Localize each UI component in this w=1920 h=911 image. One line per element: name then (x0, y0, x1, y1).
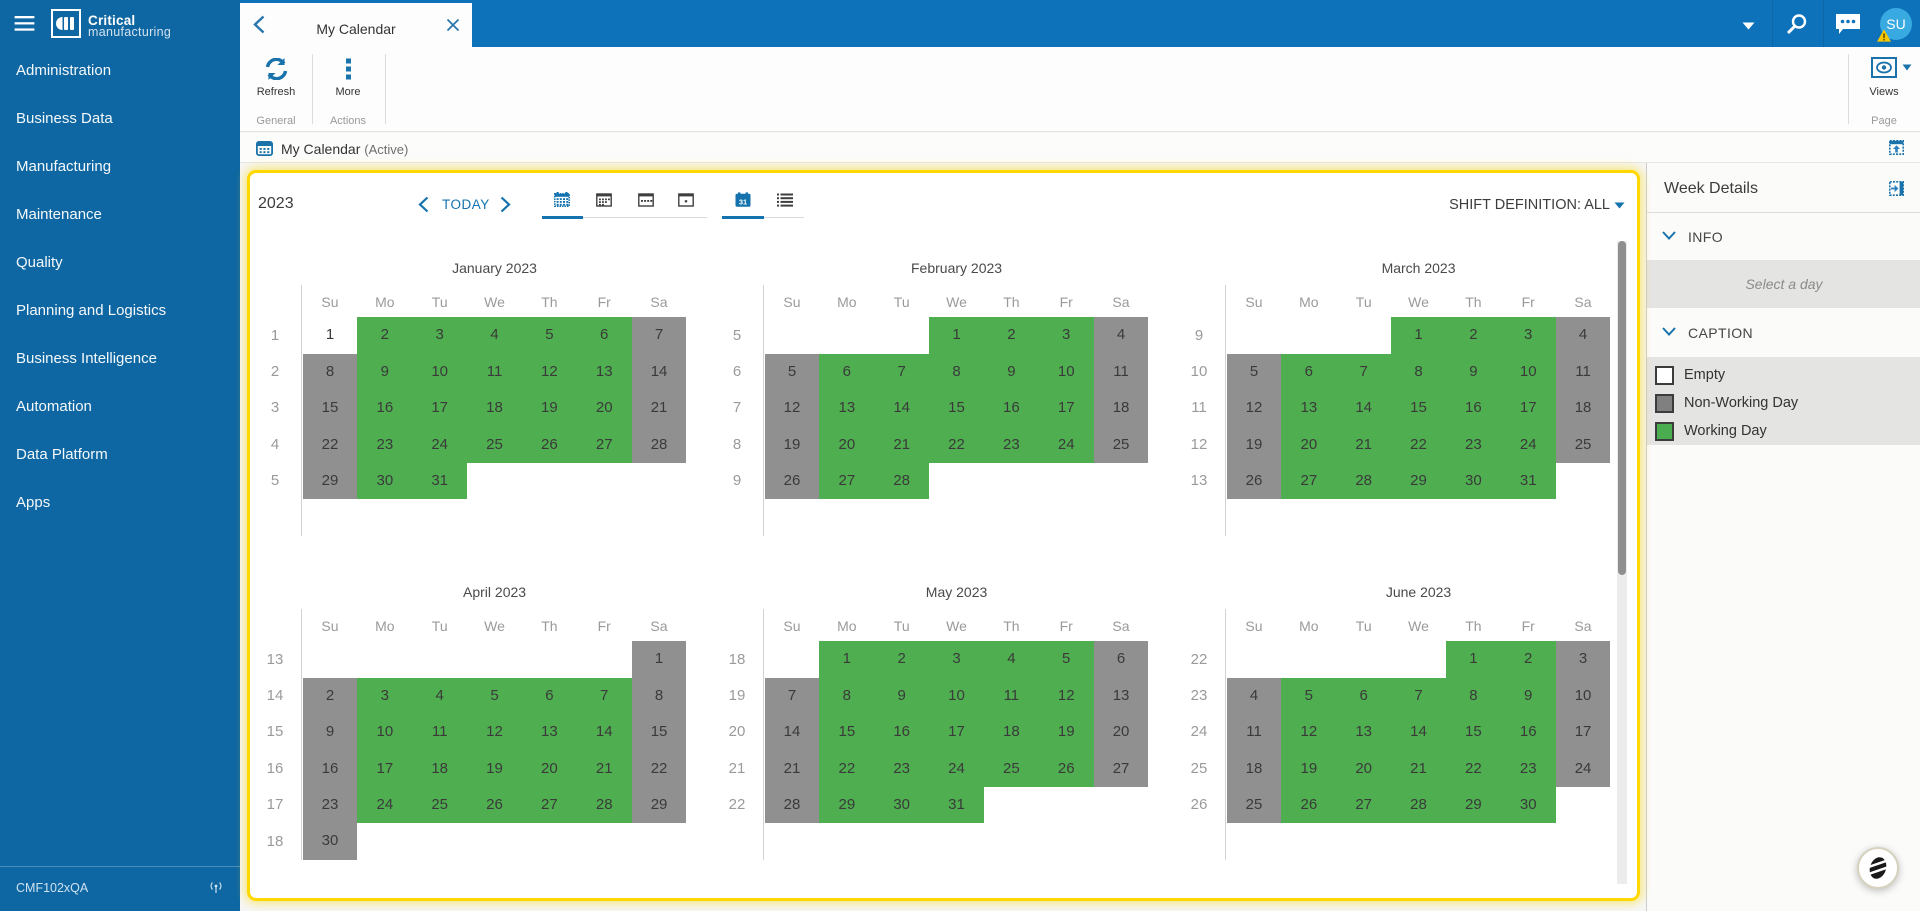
svg-text:31: 31 (739, 197, 747, 206)
